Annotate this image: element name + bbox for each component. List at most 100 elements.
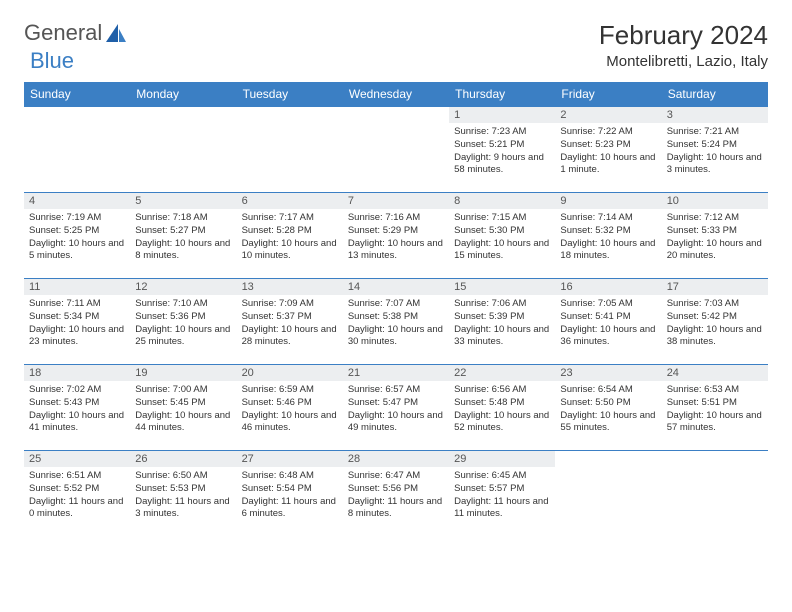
day-number: 11 xyxy=(24,279,130,295)
calendar-cell: 23Sunrise: 6:54 AMSunset: 5:50 PMDayligh… xyxy=(555,365,661,451)
day-info: Sunrise: 6:48 AMSunset: 5:54 PMDaylight:… xyxy=(237,467,343,525)
day-number: 4 xyxy=(24,193,130,209)
day-number: 12 xyxy=(130,279,236,295)
day-info: Sunrise: 6:54 AMSunset: 5:50 PMDaylight:… xyxy=(555,381,661,439)
calendar-cell: 12Sunrise: 7:10 AMSunset: 5:36 PMDayligh… xyxy=(130,279,236,365)
logo: General xyxy=(24,20,128,46)
day-header: Friday xyxy=(555,82,661,107)
day-info: Sunrise: 7:16 AMSunset: 5:29 PMDaylight:… xyxy=(343,209,449,267)
calendar-cell: 15Sunrise: 7:06 AMSunset: 5:39 PMDayligh… xyxy=(449,279,555,365)
day-info: Sunrise: 7:21 AMSunset: 5:24 PMDaylight:… xyxy=(662,123,768,181)
day-info: Sunrise: 7:22 AMSunset: 5:23 PMDaylight:… xyxy=(555,123,661,181)
day-number: 23 xyxy=(555,365,661,381)
day-number: 22 xyxy=(449,365,555,381)
day-number: 28 xyxy=(343,451,449,467)
calendar-row: 1Sunrise: 7:23 AMSunset: 5:21 PMDaylight… xyxy=(24,107,768,193)
day-info: Sunrise: 7:23 AMSunset: 5:21 PMDaylight:… xyxy=(449,123,555,181)
day-info: Sunrise: 7:19 AMSunset: 5:25 PMDaylight:… xyxy=(24,209,130,267)
day-info: Sunrise: 7:09 AMSunset: 5:37 PMDaylight:… xyxy=(237,295,343,353)
day-number: 18 xyxy=(24,365,130,381)
calendar-row: 18Sunrise: 7:02 AMSunset: 5:43 PMDayligh… xyxy=(24,365,768,451)
day-number: 17 xyxy=(662,279,768,295)
calendar-cell xyxy=(130,107,236,193)
calendar-body: 1Sunrise: 7:23 AMSunset: 5:21 PMDaylight… xyxy=(24,107,768,537)
day-number: 3 xyxy=(662,107,768,123)
calendar-cell: 16Sunrise: 7:05 AMSunset: 5:41 PMDayligh… xyxy=(555,279,661,365)
calendar-cell: 25Sunrise: 6:51 AMSunset: 5:52 PMDayligh… xyxy=(24,451,130,537)
day-number: 15 xyxy=(449,279,555,295)
day-header: Thursday xyxy=(449,82,555,107)
calendar-cell: 13Sunrise: 7:09 AMSunset: 5:37 PMDayligh… xyxy=(237,279,343,365)
day-number: 14 xyxy=(343,279,449,295)
day-info: Sunrise: 7:10 AMSunset: 5:36 PMDaylight:… xyxy=(130,295,236,353)
calendar-row: 4Sunrise: 7:19 AMSunset: 5:25 PMDaylight… xyxy=(24,193,768,279)
calendar-cell: 21Sunrise: 6:57 AMSunset: 5:47 PMDayligh… xyxy=(343,365,449,451)
calendar-cell: 11Sunrise: 7:11 AMSunset: 5:34 PMDayligh… xyxy=(24,279,130,365)
day-number: 7 xyxy=(343,193,449,209)
day-number: 8 xyxy=(449,193,555,209)
logo-sail-icon xyxy=(105,23,127,43)
day-number: 20 xyxy=(237,365,343,381)
calendar-cell xyxy=(662,451,768,537)
calendar-cell: 24Sunrise: 6:53 AMSunset: 5:51 PMDayligh… xyxy=(662,365,768,451)
calendar-cell: 7Sunrise: 7:16 AMSunset: 5:29 PMDaylight… xyxy=(343,193,449,279)
calendar-cell: 9Sunrise: 7:14 AMSunset: 5:32 PMDaylight… xyxy=(555,193,661,279)
calendar-cell: 27Sunrise: 6:48 AMSunset: 5:54 PMDayligh… xyxy=(237,451,343,537)
day-number: 9 xyxy=(555,193,661,209)
calendar-cell: 2Sunrise: 7:22 AMSunset: 5:23 PMDaylight… xyxy=(555,107,661,193)
day-number: 24 xyxy=(662,365,768,381)
day-number: 25 xyxy=(24,451,130,467)
calendar-table: SundayMondayTuesdayWednesdayThursdayFrid… xyxy=(24,82,768,537)
day-number: 27 xyxy=(237,451,343,467)
day-number: 10 xyxy=(662,193,768,209)
calendar-cell xyxy=(237,107,343,193)
day-info: Sunrise: 7:14 AMSunset: 5:32 PMDaylight:… xyxy=(555,209,661,267)
day-info: Sunrise: 6:53 AMSunset: 5:51 PMDaylight:… xyxy=(662,381,768,439)
calendar-row: 11Sunrise: 7:11 AMSunset: 5:34 PMDayligh… xyxy=(24,279,768,365)
calendar-cell: 22Sunrise: 6:56 AMSunset: 5:48 PMDayligh… xyxy=(449,365,555,451)
calendar-cell: 18Sunrise: 7:02 AMSunset: 5:43 PMDayligh… xyxy=(24,365,130,451)
calendar-header-row: SundayMondayTuesdayWednesdayThursdayFrid… xyxy=(24,82,768,107)
calendar-row: 25Sunrise: 6:51 AMSunset: 5:52 PMDayligh… xyxy=(24,451,768,537)
day-header: Wednesday xyxy=(343,82,449,107)
day-header: Monday xyxy=(130,82,236,107)
day-header: Sunday xyxy=(24,82,130,107)
calendar-cell: 5Sunrise: 7:18 AMSunset: 5:27 PMDaylight… xyxy=(130,193,236,279)
calendar-cell xyxy=(24,107,130,193)
day-info: Sunrise: 7:03 AMSunset: 5:42 PMDaylight:… xyxy=(662,295,768,353)
day-info: Sunrise: 6:51 AMSunset: 5:52 PMDaylight:… xyxy=(24,467,130,525)
calendar-cell: 8Sunrise: 7:15 AMSunset: 5:30 PMDaylight… xyxy=(449,193,555,279)
day-info: Sunrise: 7:00 AMSunset: 5:45 PMDaylight:… xyxy=(130,381,236,439)
day-info: Sunrise: 7:12 AMSunset: 5:33 PMDaylight:… xyxy=(662,209,768,267)
location: Montelibretti, Lazio, Italy xyxy=(599,53,768,70)
day-info: Sunrise: 6:45 AMSunset: 5:57 PMDaylight:… xyxy=(449,467,555,525)
day-number: 29 xyxy=(449,451,555,467)
calendar-cell: 29Sunrise: 6:45 AMSunset: 5:57 PMDayligh… xyxy=(449,451,555,537)
calendar-cell: 6Sunrise: 7:17 AMSunset: 5:28 PMDaylight… xyxy=(237,193,343,279)
calendar-cell: 3Sunrise: 7:21 AMSunset: 5:24 PMDaylight… xyxy=(662,107,768,193)
day-info: Sunrise: 7:07 AMSunset: 5:38 PMDaylight:… xyxy=(343,295,449,353)
header: General February 2024 Montelibretti, Laz… xyxy=(24,20,768,70)
logo-text-1: General xyxy=(24,20,102,46)
day-info: Sunrise: 6:59 AMSunset: 5:46 PMDaylight:… xyxy=(237,381,343,439)
calendar-cell: 26Sunrise: 6:50 AMSunset: 5:53 PMDayligh… xyxy=(130,451,236,537)
calendar-cell: 10Sunrise: 7:12 AMSunset: 5:33 PMDayligh… xyxy=(662,193,768,279)
day-number: 16 xyxy=(555,279,661,295)
day-number: 13 xyxy=(237,279,343,295)
day-number: 21 xyxy=(343,365,449,381)
day-header: Tuesday xyxy=(237,82,343,107)
day-info: Sunrise: 7:17 AMSunset: 5:28 PMDaylight:… xyxy=(237,209,343,267)
calendar-cell: 1Sunrise: 7:23 AMSunset: 5:21 PMDaylight… xyxy=(449,107,555,193)
day-info: Sunrise: 6:56 AMSunset: 5:48 PMDaylight:… xyxy=(449,381,555,439)
month-title: February 2024 xyxy=(599,20,768,51)
logo-text-2: Blue xyxy=(30,48,74,73)
calendar-cell: 4Sunrise: 7:19 AMSunset: 5:25 PMDaylight… xyxy=(24,193,130,279)
calendar-cell: 14Sunrise: 7:07 AMSunset: 5:38 PMDayligh… xyxy=(343,279,449,365)
day-number: 1 xyxy=(449,107,555,123)
day-number: 6 xyxy=(237,193,343,209)
day-info: Sunrise: 7:15 AMSunset: 5:30 PMDaylight:… xyxy=(449,209,555,267)
day-info: Sunrise: 7:18 AMSunset: 5:27 PMDaylight:… xyxy=(130,209,236,267)
calendar-cell xyxy=(343,107,449,193)
title-block: February 2024 Montelibretti, Lazio, Ital… xyxy=(599,20,768,70)
calendar-cell: 28Sunrise: 6:47 AMSunset: 5:56 PMDayligh… xyxy=(343,451,449,537)
